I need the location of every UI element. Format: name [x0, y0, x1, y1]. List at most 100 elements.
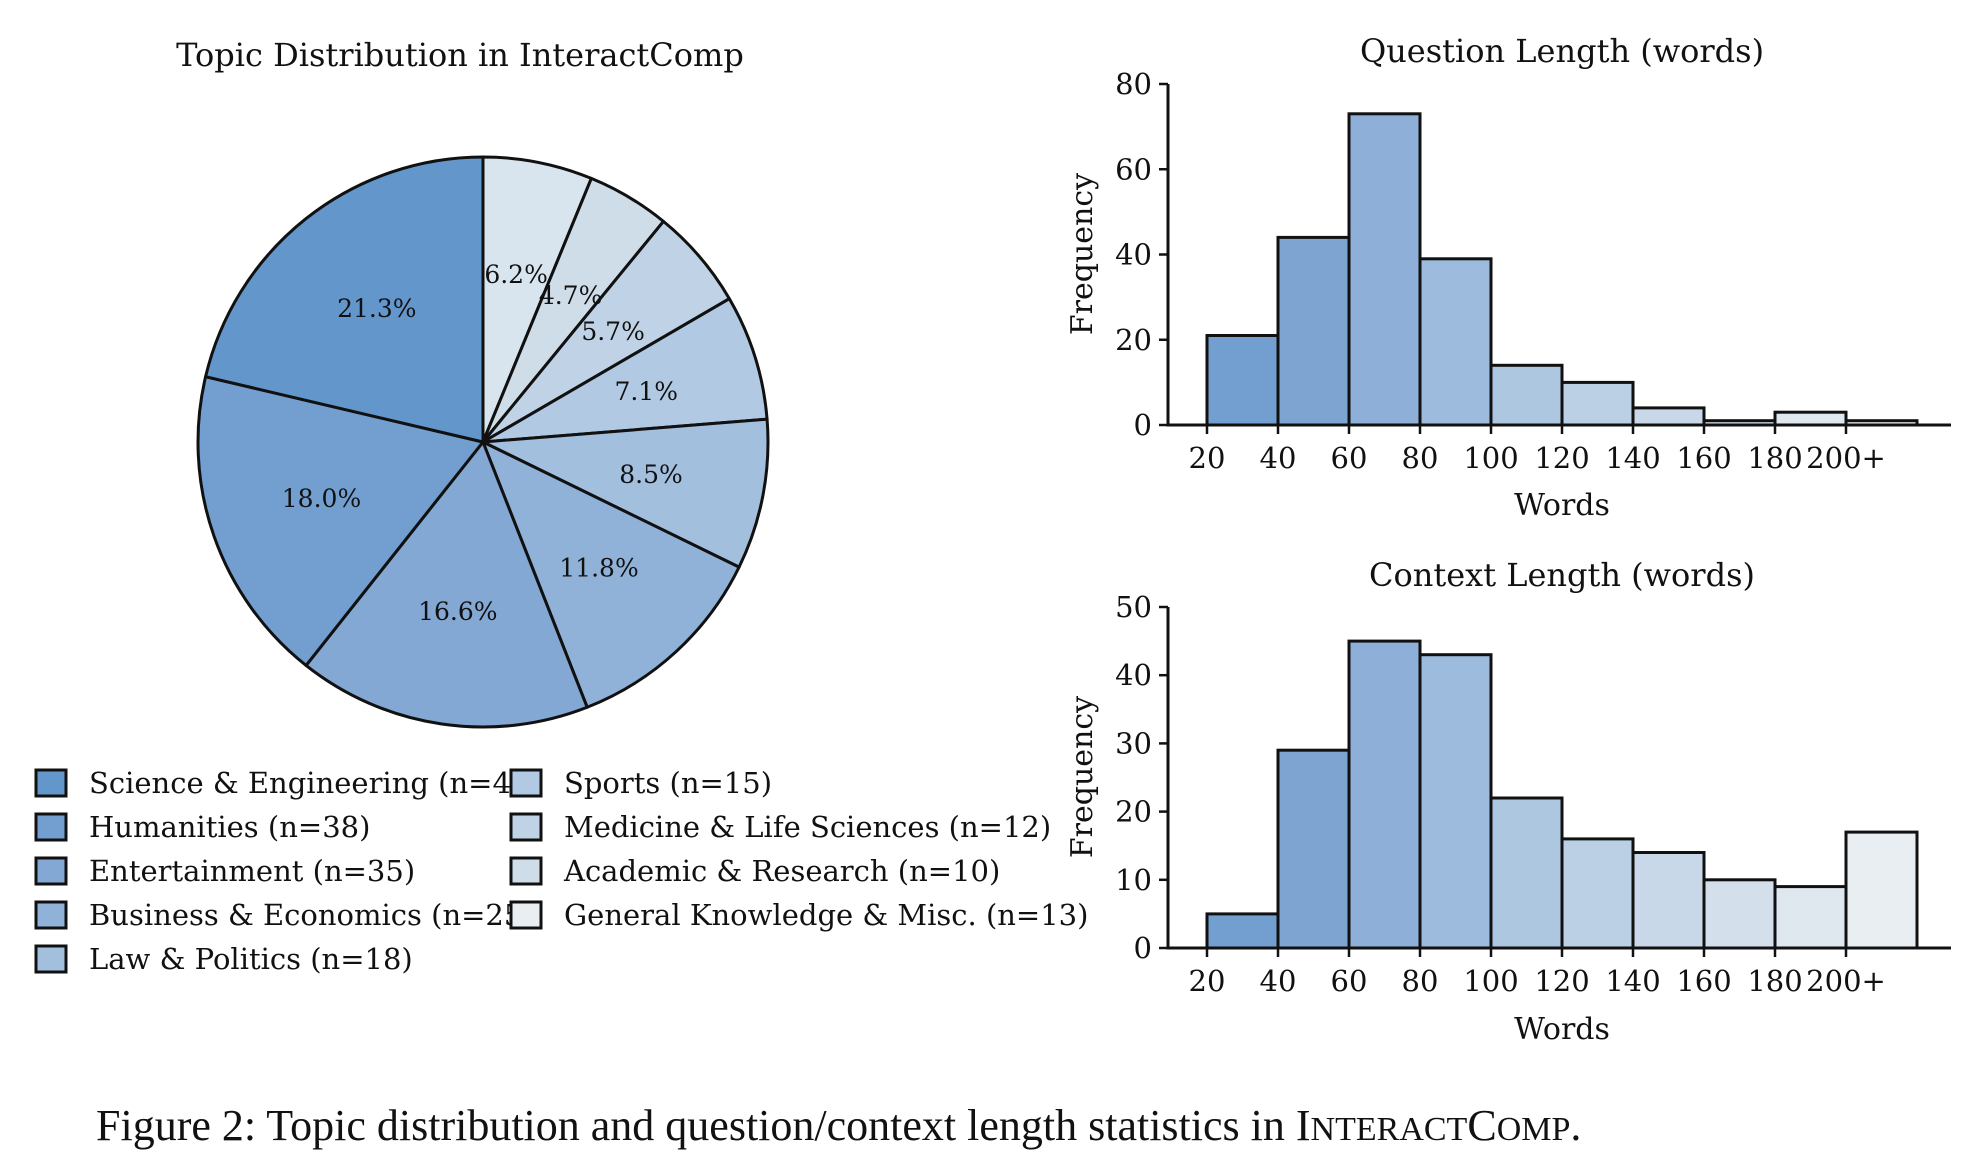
context-hist-bar-200plus [1844, 830, 1919, 950]
pie-pct-label-entertainment: 16.6% [418, 597, 497, 626]
pie-slice-science-and-engineering [204, 155, 485, 444]
question-hist-xtick-label-180: 180 [1747, 441, 1802, 475]
question-histogram-title: Question Length (words) [1360, 32, 1764, 70]
question-hist-bar-180 [1773, 410, 1848, 427]
question-hist-xtick-label-200plus: 200+ [1806, 441, 1886, 475]
context-hist-ytick-label-30: 30 [1115, 726, 1152, 760]
legend-swatch-academic-and-research [509, 856, 543, 886]
context-hist-bar-100 [1489, 796, 1564, 950]
caption-name-nteract: NTERACT [1311, 1111, 1468, 1148]
context-hist-ytick-label-10: 10 [1115, 863, 1152, 897]
pie-slice-entertainment [304, 440, 589, 729]
context-hist-bar-160 [1702, 878, 1777, 950]
pie-slice-labels: 6.2%4.7% 5.7% 7.1% 8.5% 11.8% 16.6% 18.0% 21.3% [282, 260, 683, 626]
question-histogram-ylabel: Frequency [1065, 173, 1100, 335]
question-hist-bar-80 [1418, 257, 1493, 427]
pie-chart-panel: Topic Distribution in InteractComp 6.2%4… [34, 36, 1088, 976]
pie-legend: Science & Engineering (n=45) Humanities (… [34, 766, 1088, 976]
pie-pct-label-sports: 7.1% [614, 377, 678, 406]
pie-pct-label-academic-and-research: 4.7% [539, 281, 603, 310]
context-hist-xtick-label-180: 180 [1747, 964, 1802, 998]
context-histogram-title: Context Length (words) [1369, 556, 1755, 594]
question-hist-xtick-label-40: 40 [1260, 441, 1297, 475]
legend-swatch-sports [509, 768, 543, 798]
pie-slices [196, 155, 770, 729]
pie-pct-label-science-and-engineering: 21.3% [337, 294, 416, 323]
caption-name-i: I [1296, 1101, 1311, 1150]
context-hist-xtick-label-60: 60 [1331, 964, 1368, 998]
context-hist-xtick-label-120: 120 [1534, 964, 1589, 998]
context-histogram-xlabel: Words [1514, 1012, 1610, 1047]
legend-label-sports: Sports (n=15) [564, 766, 772, 800]
figure-caption: Figure 2: Topic distribution and questio… [96, 1101, 1581, 1150]
caption-name-omp: OMP [1497, 1111, 1571, 1148]
question-length-histogram: Question Length (words) Words Frequency … [1065, 32, 1951, 523]
question-hist-bar-60 [1347, 112, 1422, 427]
pie-slice-humanities [196, 375, 485, 667]
question-hist-xtick-label-20: 20 [1189, 441, 1226, 475]
context-hist-bar-80 [1418, 653, 1493, 950]
caption-prefix: Figure 2: Topic distribution and questio… [96, 1101, 1296, 1150]
context-histogram-ylabel: Frequency [1065, 696, 1100, 858]
context-hist-bar-180 [1773, 885, 1848, 950]
context-hist-xtick-label-80: 80 [1402, 964, 1439, 998]
question-hist-xtick-label-80: 80 [1402, 441, 1439, 475]
pie-pct-label-law-and-politics: 8.5% [619, 460, 683, 489]
question-hist-xtick-label-140: 140 [1605, 441, 1660, 475]
legend-swatch-humanities [34, 812, 68, 842]
legend-label-entertainment: Entertainment (n=35) [89, 854, 415, 888]
question-hist-bar-120 [1560, 380, 1635, 427]
legend-swatch-entertainment [34, 856, 68, 886]
caption-suffix: . [1570, 1101, 1581, 1150]
legend-label-medicine-and-life-sciences: Medicine & Life Sciences (n=12) [564, 810, 1051, 844]
context-hist-bar-120 [1560, 837, 1635, 950]
context-hist-ytick-label-50: 50 [1115, 590, 1152, 624]
question-hist-bar-140 [1631, 406, 1706, 427]
legend-label-science-and-engineering: Science & Engineering (n=45) [89, 766, 541, 800]
pie-slice-business-and-economics [481, 440, 741, 709]
context-hist-xtick-label-160: 160 [1676, 964, 1731, 998]
question-hist-ytick-label-0: 0 [1134, 408, 1152, 442]
context-hist-xtick-label-100: 100 [1463, 964, 1518, 998]
legend-swatch-law-and-politics [34, 944, 68, 974]
question-hist-ytick-label-60: 60 [1115, 152, 1152, 186]
context-hist-ytick-label-0: 0 [1134, 931, 1152, 965]
legend-swatch-business-and-economics [34, 900, 68, 930]
question-hist-xtick-label-100: 100 [1463, 441, 1518, 475]
context-hist-xtick-label-140: 140 [1605, 964, 1660, 998]
context-length-histogram: Context Length (words) Words Frequency 0… [1065, 556, 1951, 1047]
question-hist-xtick-label-160: 160 [1676, 441, 1731, 475]
pie-pct-label-humanities: 18.0% [282, 484, 361, 513]
context-hist-bar-60 [1347, 639, 1422, 950]
question-hist-xtick-label-120: 120 [1534, 441, 1589, 475]
question-histogram-xlabel: Words [1514, 488, 1610, 523]
legend-label-law-and-politics: Law & Politics (n=18) [89, 942, 413, 976]
pie-pct-label-general-knowledge-and-misc: 6.2% [484, 260, 548, 289]
legend-swatch-science-and-engineering [34, 768, 68, 798]
question-hist-bar-100 [1489, 363, 1564, 427]
question-hist-ytick-label-20: 20 [1115, 323, 1152, 357]
pie-slice-sports [481, 297, 769, 444]
context-hist-xtick-label-40: 40 [1260, 964, 1297, 998]
pie-slice-law-and-politics [481, 417, 770, 569]
legend-label-humanities: Humanities (n=38) [89, 810, 370, 844]
context-hist-bar-20 [1205, 912, 1280, 950]
context-hist-ytick-label-20: 20 [1115, 795, 1152, 829]
context-hist-xtick-label-200plus: 200+ [1806, 964, 1886, 998]
legend-swatch-general-knowledge-and-misc [509, 900, 543, 930]
pie-pct-label-medicine-and-life-sciences: 5.7% [581, 317, 645, 346]
legend-label-general-knowledge-and-misc: General Knowledge & Misc. (n=13) [564, 898, 1088, 932]
context-hist-bar-140 [1631, 851, 1706, 950]
question-hist-xtick-label-60: 60 [1331, 441, 1368, 475]
context-hist-ytick-label-40: 40 [1115, 658, 1152, 692]
caption-name-c: C [1467, 1101, 1496, 1150]
pie-pct-label-business-and-economics: 11.8% [559, 554, 638, 583]
legend-label-business-and-economics: Business & Economics (n=25) [89, 898, 534, 932]
context-hist-xtick-label-20: 20 [1189, 964, 1226, 998]
legend-swatch-medicine-and-life-sciences [509, 812, 543, 842]
question-hist-ytick-label-80: 80 [1115, 67, 1152, 101]
question-hist-bar-20 [1205, 334, 1280, 427]
pie-chart-title: Topic Distribution in InteractComp [176, 36, 744, 74]
question-hist-ytick-label-40: 40 [1115, 238, 1152, 272]
